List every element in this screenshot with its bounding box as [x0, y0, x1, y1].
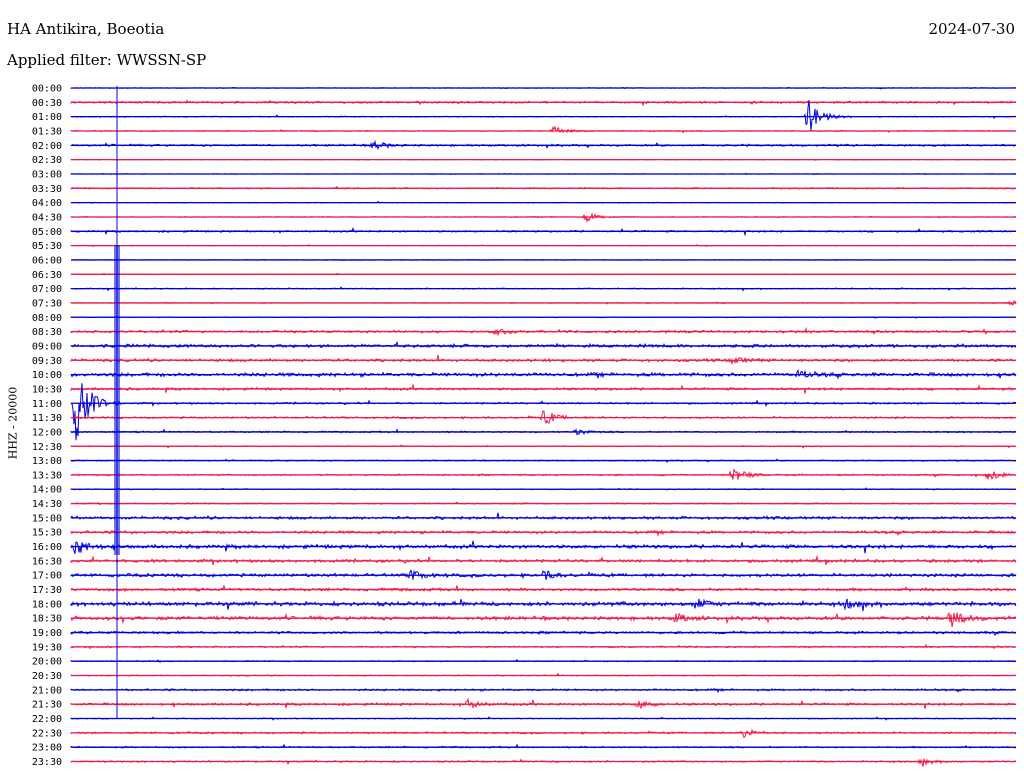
row-time-label: 04:00	[32, 198, 62, 209]
row-time-label: 11:30	[32, 413, 62, 424]
trace-row	[70, 585, 1017, 593]
station-title: HA Antikira, Boeotia	[7, 20, 165, 38]
row-time-label: 01:00	[32, 112, 62, 123]
row-time-label: 19:00	[32, 628, 62, 639]
row-time-label: 13:30	[32, 470, 62, 481]
row-time-label: 08:00	[32, 313, 62, 324]
row-time-label: 15:00	[32, 513, 62, 524]
row-time-label: 17:00	[32, 571, 62, 582]
row-time-label: 00:00	[32, 84, 62, 95]
row-time-label: 17:30	[32, 585, 62, 596]
trace-row	[70, 598, 1017, 612]
filter-label: Applied filter: WWSSN-SP	[7, 51, 207, 69]
row-time-label: 22:30	[32, 728, 62, 739]
row-time-label: 16:00	[32, 542, 62, 553]
row-time-label: 03:30	[32, 184, 62, 195]
row-time-label: 05:30	[32, 241, 62, 252]
date-label: 2024-07-30	[928, 20, 1015, 38]
row-time-label: 13:00	[32, 456, 62, 467]
row-time-label: 09:00	[32, 341, 62, 352]
row-time-label: 14:30	[32, 499, 62, 510]
row-time-label: 23:30	[32, 757, 62, 768]
row-time-label: 06:30	[32, 270, 62, 281]
trace-row	[70, 611, 1017, 628]
row-time-label: 03:00	[32, 169, 62, 180]
row-time-label: 02:00	[32, 141, 62, 152]
row-time-label: 21:00	[32, 685, 62, 696]
row-time-label: 10:00	[32, 370, 62, 381]
row-time-label: 10:30	[32, 384, 62, 395]
row-time-label: 20:30	[32, 671, 62, 682]
row-time-label: 02:30	[32, 155, 62, 166]
large-event-envelope	[114, 245, 120, 555]
row-time-label: 05:00	[32, 227, 62, 238]
row-time-label: 06:00	[32, 255, 62, 266]
row-time-label: 23:00	[32, 743, 62, 754]
row-time-label: 11:00	[32, 399, 62, 410]
trace-row	[70, 340, 1017, 349]
trace-row	[70, 757, 1017, 767]
trace-row	[70, 125, 1017, 134]
row-time-label: 22:00	[32, 714, 62, 725]
row-time-label: 00:30	[32, 98, 62, 109]
row-time-label: 09:30	[32, 356, 62, 367]
row-time-label: 01:30	[32, 126, 62, 137]
row-time-label: 18:00	[32, 599, 62, 610]
trace-row	[70, 354, 1017, 366]
trace-row	[70, 728, 1017, 739]
row-time-label: 07:30	[32, 298, 62, 309]
row-time-label: 04:30	[32, 212, 62, 223]
trace-row	[70, 100, 1017, 131]
row-time-label: 20:00	[32, 657, 62, 668]
row-time-label: 15:30	[32, 528, 62, 539]
row-time-label: 12:00	[32, 427, 62, 438]
row-time-label: 21:30	[32, 700, 62, 711]
row-time-label: 16:30	[32, 556, 62, 567]
row-time-label: 18:30	[32, 614, 62, 625]
row-time-label: 19:30	[32, 642, 62, 653]
row-time-label: 08:30	[32, 327, 62, 338]
row-time-label: 14:00	[32, 485, 62, 496]
row-time-label: 12:30	[32, 442, 62, 453]
row-time-label: 07:00	[32, 284, 62, 295]
trace-row	[70, 540, 1017, 555]
